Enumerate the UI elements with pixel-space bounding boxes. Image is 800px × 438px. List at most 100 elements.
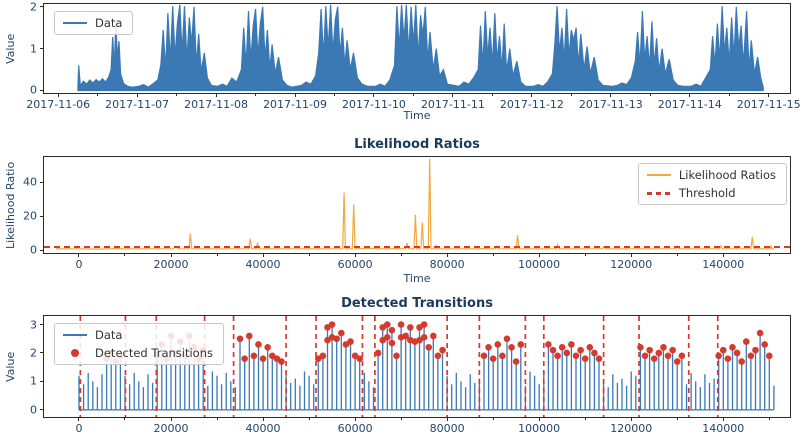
x-axis-label-plot2: Time bbox=[403, 272, 431, 285]
y-tick-label: 1 bbox=[30, 374, 37, 388]
x-minor-tick bbox=[492, 253, 494, 256]
x-tick bbox=[722, 253, 724, 257]
plot1-area bbox=[42, 2, 791, 94]
x-minor-tick bbox=[491, 93, 493, 96]
x-tick-label: 100000 bbox=[518, 258, 561, 271]
x-tick-label: 2017-11-11 bbox=[420, 98, 485, 111]
x-minor-tick bbox=[400, 417, 402, 420]
y-tick bbox=[40, 48, 44, 50]
x-tick bbox=[78, 253, 80, 257]
x-tick bbox=[630, 417, 632, 421]
legend-entry-data: Data bbox=[63, 16, 122, 30]
x-minor-tick bbox=[492, 417, 494, 420]
legend-label: Data bbox=[95, 328, 123, 342]
x-minor-tick bbox=[255, 93, 257, 96]
x-tick bbox=[630, 253, 632, 257]
x-minor-tick bbox=[400, 253, 402, 256]
x-tick-label: 2017-11-07 bbox=[105, 98, 170, 111]
y-tick bbox=[40, 181, 44, 183]
x-tick-label: 2017-11-10 bbox=[342, 98, 406, 111]
x-tick-label: 20000 bbox=[153, 258, 189, 271]
x-tick-label: 2017-11-09 bbox=[263, 98, 327, 111]
plot3-legend: Data Detected Transitions bbox=[54, 323, 224, 365]
x-minor-tick bbox=[97, 93, 99, 96]
x-minor-tick bbox=[124, 417, 126, 420]
y-tick-label: 0 bbox=[30, 83, 37, 97]
plot1-canvas bbox=[76, 4, 764, 91]
y-tick-label: 40 bbox=[23, 175, 37, 189]
x-tick bbox=[294, 93, 296, 97]
x-tick-label: 140000 bbox=[702, 422, 745, 435]
plot3-title: Detected Transitions bbox=[341, 296, 493, 311]
y-tick bbox=[40, 249, 44, 251]
legend-entry-data: Data bbox=[63, 328, 213, 342]
x-tick-label: 2017-11-15 bbox=[736, 98, 800, 111]
x-tick bbox=[722, 417, 724, 421]
series-likelihood-ratios bbox=[55, 158, 774, 250]
y-tick bbox=[40, 215, 44, 217]
x-minor-tick bbox=[216, 253, 218, 256]
x-minor-tick bbox=[676, 253, 678, 256]
data-line-swatch bbox=[63, 333, 87, 337]
plot1-legend: Data bbox=[54, 11, 134, 35]
x-minor-tick bbox=[308, 417, 310, 420]
x-tick-label: 120000 bbox=[610, 258, 653, 271]
x-tick-label: 40000 bbox=[245, 258, 281, 271]
y-tick-label: 20 bbox=[23, 209, 37, 223]
legend-label: Data bbox=[95, 16, 123, 30]
y-tick-label: 0 bbox=[30, 403, 37, 417]
x-tick bbox=[446, 253, 448, 257]
y-tick bbox=[40, 89, 44, 91]
x-tick-label: 2017-11-14 bbox=[657, 98, 722, 111]
x-tick bbox=[768, 93, 770, 97]
y-tick bbox=[40, 409, 44, 411]
x-minor-tick bbox=[584, 253, 586, 256]
x-tick bbox=[262, 253, 264, 257]
y-tick-label: 0 bbox=[30, 243, 37, 257]
x-tick-label: 80000 bbox=[429, 422, 465, 435]
x-minor-tick bbox=[649, 93, 651, 96]
plot3-area bbox=[42, 314, 791, 418]
x-tick bbox=[689, 93, 691, 97]
series-data bbox=[76, 4, 764, 91]
x-minor-tick bbox=[124, 253, 126, 256]
y-tick-label: 1 bbox=[30, 42, 37, 56]
x-tick-label: 40000 bbox=[245, 422, 281, 435]
x-minor-tick bbox=[216, 417, 218, 420]
x-minor-tick bbox=[728, 93, 730, 96]
x-tick-label: 0 bbox=[75, 258, 83, 271]
y-tick-label: 3 bbox=[30, 318, 37, 332]
x-minor-tick bbox=[334, 93, 335, 96]
x-tick bbox=[354, 253, 356, 257]
x-tick-label: 60000 bbox=[337, 258, 373, 271]
x-tick-label: 140000 bbox=[702, 258, 745, 271]
x-tick bbox=[538, 417, 540, 421]
y-tick bbox=[40, 352, 44, 354]
x-tick-label: 2017-11-12 bbox=[499, 98, 564, 111]
x-tick bbox=[57, 93, 59, 97]
legend-entry-likelihood-ratios: Likelihood Ratios bbox=[646, 168, 776, 182]
x-tick-label: 2017-11-08 bbox=[184, 98, 249, 111]
plot2-canvas bbox=[43, 158, 790, 250]
x-minor-tick bbox=[676, 417, 678, 420]
x-tick bbox=[136, 93, 138, 97]
x-tick-label: 100000 bbox=[518, 422, 561, 435]
threshold-dash-swatch bbox=[646, 191, 671, 195]
transition-vlines bbox=[79, 315, 719, 417]
legend-entry-threshold: Threshold bbox=[646, 186, 776, 200]
x-tick-label: 60000 bbox=[337, 422, 373, 435]
x-minor-tick bbox=[768, 417, 770, 420]
plot2-legend: Likelihood Ratios Threshold bbox=[637, 163, 787, 205]
legend-label: Threshold bbox=[678, 186, 736, 200]
legend-entry-detected-transitions: Detected Transitions bbox=[63, 346, 213, 360]
x-axis-label-plot1: Time bbox=[403, 109, 431, 122]
data-line-swatch bbox=[63, 21, 87, 25]
x-minor-tick bbox=[176, 93, 178, 96]
y-tick bbox=[40, 6, 44, 8]
likelihood-line-swatch bbox=[646, 173, 671, 177]
x-minor-tick bbox=[412, 93, 414, 96]
x-tick-label: 0 bbox=[75, 422, 83, 435]
y-tick bbox=[40, 380, 44, 382]
x-tick-label: 80000 bbox=[429, 258, 465, 271]
y-tick-label: 2 bbox=[30, 346, 37, 360]
